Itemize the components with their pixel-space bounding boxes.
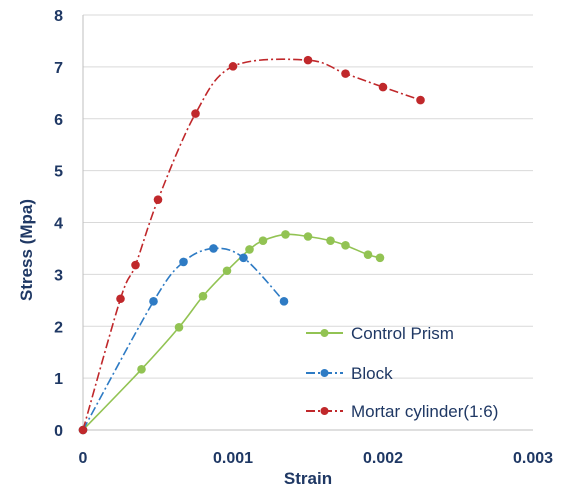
- axes: [82, 15, 533, 431]
- data-points: [78, 55, 425, 435]
- series-line-mortar-cylinder-1-6: [82, 58, 421, 431]
- data-point-mortar-cylinder-1-6: [153, 195, 163, 204]
- legend-item-control-prism: Control Prism: [306, 324, 454, 343]
- x-tick-label: 0.003: [513, 450, 553, 467]
- gridlines: [83, 14, 533, 379]
- y-tick-label: 4: [54, 216, 63, 233]
- data-point-mortar-cylinder-1-6: [341, 69, 350, 78]
- data-point-mortar-cylinder-1-6: [131, 260, 140, 270]
- data-point-mortar-cylinder-1-6: [78, 425, 88, 435]
- data-point-control-prism: [198, 291, 208, 301]
- data-point-block: [149, 297, 158, 306]
- series-line-block: [82, 247, 285, 431]
- y-tick-label: 3: [54, 267, 63, 284]
- data-point-control-prism: [375, 253, 385, 263]
- legend-label-control-prism: Control Prism: [351, 324, 454, 343]
- data-point-control-prism: [326, 236, 335, 245]
- data-point-mortar-cylinder-1-6: [378, 82, 388, 92]
- data-point-control-prism: [174, 322, 184, 332]
- data-point-control-prism: [245, 245, 254, 254]
- x-axis-title: Strain: [284, 469, 332, 488]
- y-tick-label: 6: [54, 112, 63, 129]
- legend-item-mortar-cylinder: Mortar cylinder(1:6): [306, 402, 498, 421]
- data-point-mortar-cylinder-1-6: [303, 55, 313, 65]
- data-point-control-prism: [281, 230, 290, 239]
- data-point-control-prism: [363, 250, 373, 259]
- data-point-mortar-cylinder-1-6: [191, 109, 200, 118]
- x-tick-label: 0.001: [213, 450, 253, 467]
- legend-marker-control-prism: [320, 329, 329, 337]
- x-tick-label: 0: [79, 450, 88, 467]
- data-point-block: [239, 253, 248, 263]
- legend-item-block: Block: [306, 364, 393, 383]
- legend: Control Prism Block Mortar cylinder(1:6): [306, 324, 498, 421]
- data-point-control-prism: [258, 236, 268, 245]
- data-point-mortar-cylinder-1-6: [416, 95, 425, 105]
- data-point-control-prism: [137, 365, 146, 374]
- data-point-mortar-cylinder-1-6: [228, 62, 238, 71]
- legend-marker-block: [320, 369, 329, 377]
- y-tick-label: 2: [54, 319, 63, 336]
- y-tick-label: 0: [54, 423, 63, 440]
- data-point-control-prism: [303, 232, 313, 241]
- data-point-block: [209, 244, 218, 253]
- data-point-mortar-cylinder-1-6: [116, 294, 125, 304]
- x-tick-label: 0.002: [363, 450, 403, 467]
- y-tick-labels: 0 1 2 3 4 5 6 7 8: [54, 8, 63, 440]
- data-point-control-prism: [341, 241, 350, 250]
- data-point-control-prism: [222, 266, 232, 276]
- data-point-block: [179, 257, 188, 267]
- y-tick-label: 7: [54, 60, 63, 77]
- x-tick-labels: 0 0.001 0.002 0.003: [79, 450, 554, 467]
- y-tick-label: 8: [54, 8, 63, 25]
- y-axis-title: Stress (Mpa): [17, 199, 36, 301]
- legend-label-mortar-cylinder: Mortar cylinder(1:6): [351, 402, 498, 421]
- data-point-block: [279, 297, 289, 306]
- y-tick-label: 1: [54, 371, 63, 388]
- y-tick-label: 5: [54, 164, 63, 181]
- legend-label-block: Block: [351, 364, 393, 383]
- legend-marker-mortar-cylinder: [320, 407, 329, 415]
